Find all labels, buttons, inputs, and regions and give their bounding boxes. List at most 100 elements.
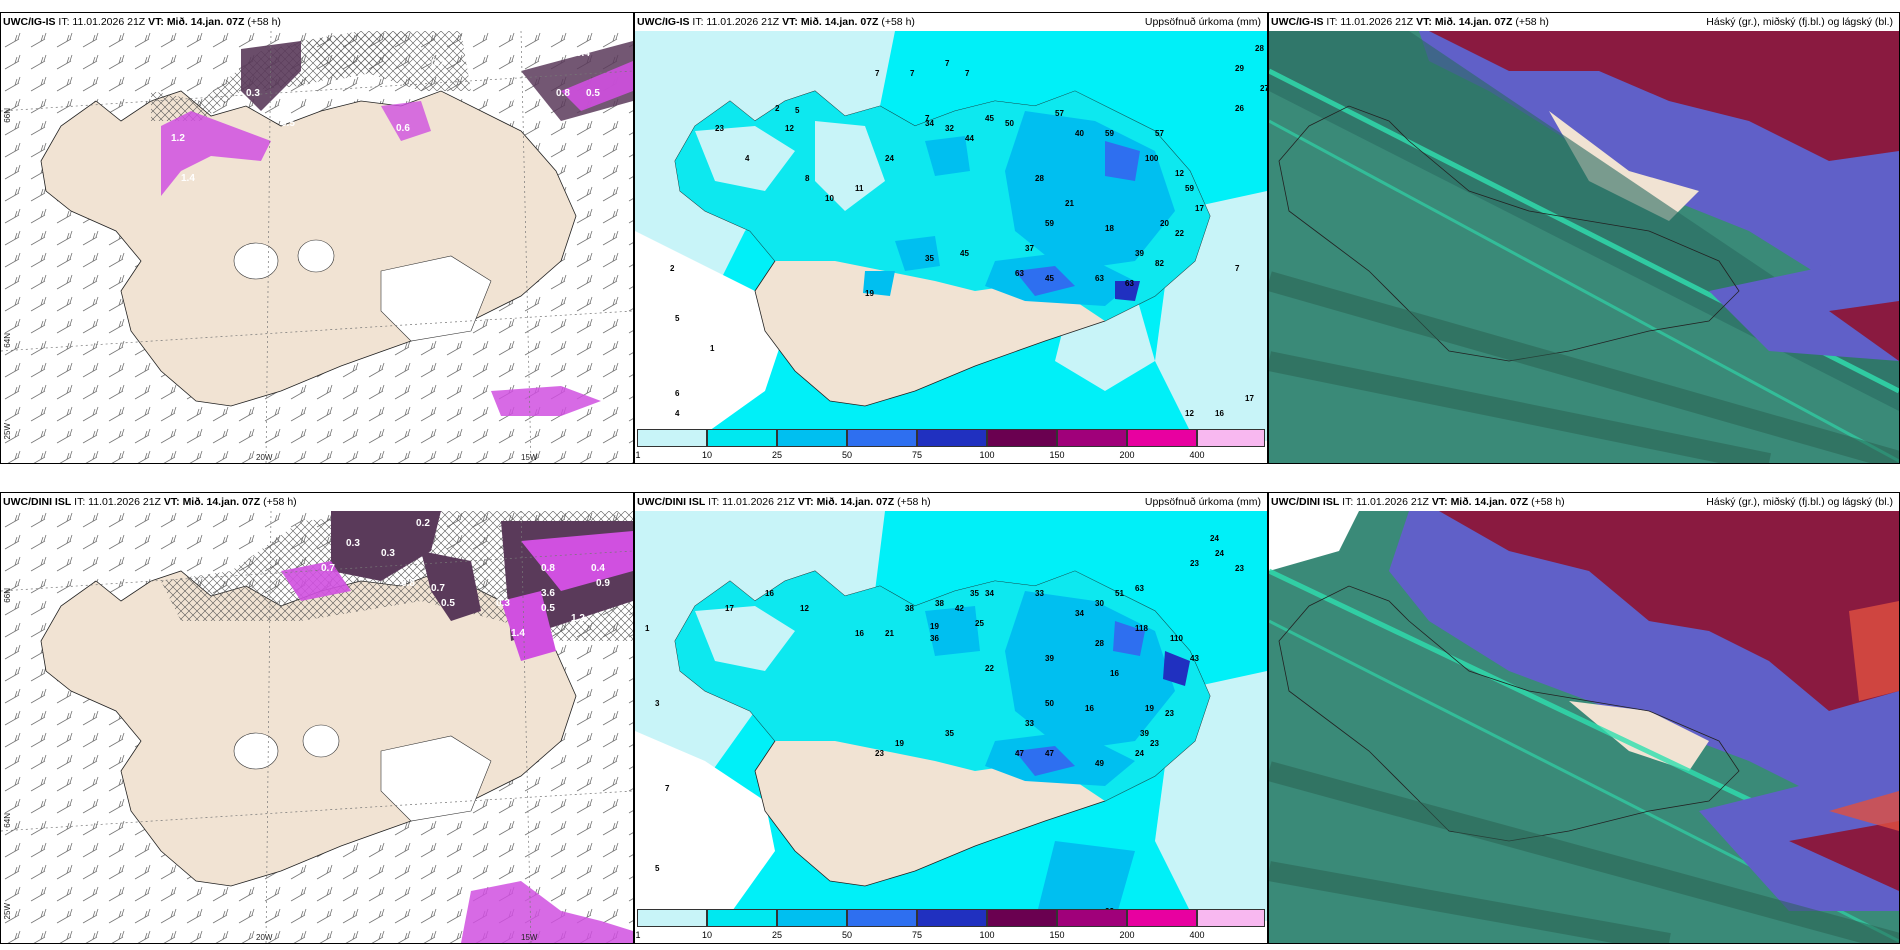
- svg-text:42: 42: [955, 604, 964, 613]
- model-name: UWC/DINI ISL: [637, 496, 706, 508]
- svg-text:40: 40: [1075, 129, 1084, 138]
- svg-text:43: 43: [1190, 654, 1199, 663]
- svg-text:23: 23: [1165, 709, 1174, 718]
- svg-text:36: 36: [930, 634, 939, 643]
- svg-text:0.5: 0.5: [541, 603, 555, 614]
- svg-text:34: 34: [925, 119, 934, 128]
- svg-text:1: 1: [645, 624, 650, 633]
- svg-text:35: 35: [945, 729, 954, 738]
- svg-text:45: 45: [960, 249, 969, 258]
- svg-text:8: 8: [805, 174, 810, 183]
- svg-text:0.9: 0.9: [501, 93, 515, 104]
- field-label: Háský (gr.), miðský (fj.bl.) og lágský (…: [1706, 16, 1893, 28]
- panel-title: UWC/IG-IS IT: 11.01.2026 21Z VT: Mið. 14…: [1, 13, 633, 31]
- colorbar-label: 25: [771, 450, 783, 460]
- svg-text:4: 4: [675, 409, 680, 418]
- lon-label-20w: 20W: [256, 933, 273, 942]
- svg-text:0.4: 0.4: [591, 563, 605, 574]
- lead-time: (+58 h): [881, 16, 915, 28]
- colorbar-label: 1: [635, 450, 641, 460]
- svg-text:24: 24: [885, 154, 894, 163]
- svg-text:0.8: 0.8: [401, 578, 415, 589]
- svg-text:0.7: 0.7: [431, 58, 445, 69]
- lead-time: (+58 h): [1531, 496, 1565, 508]
- svg-text:82: 82: [1155, 259, 1164, 268]
- wind-map: 0.3 0.5 0.4 0.5 0.9 0.8 1.2 1.4 0.6 0.7: [1, 31, 633, 463]
- field-label: Háský (gr.), miðský (fj.bl.) og lágský (…: [1706, 496, 1893, 508]
- lat-label-64n: 64N: [3, 813, 12, 828]
- svg-text:51: 51: [1115, 589, 1124, 598]
- valid-label: VT:: [782, 16, 798, 28]
- svg-text:24: 24: [1135, 749, 1144, 758]
- svg-text:57: 57: [1055, 109, 1064, 118]
- lon-label-25w: 25W: [3, 423, 12, 440]
- lead-time: (+58 h): [247, 16, 281, 28]
- svg-text:39: 39: [1135, 249, 1144, 258]
- panel-title: UWC/DINI ISL IT: 11.01.2026 21Z VT: Mið.…: [635, 493, 1267, 511]
- valid-time: Mið. 14.jan. 07Z: [166, 16, 245, 28]
- colorbar-label: 400: [1189, 450, 1205, 460]
- svg-text:24: 24: [1215, 549, 1224, 558]
- svg-text:38: 38: [935, 599, 944, 608]
- svg-text:7: 7: [875, 69, 880, 78]
- init-time: IT: 11.01.2026 21Z: [74, 496, 161, 508]
- svg-text:5: 5: [675, 314, 680, 323]
- colorbar-label: 10: [701, 930, 713, 940]
- colorbar-segment-8: [1127, 909, 1197, 927]
- svg-text:49: 49: [1095, 759, 1104, 768]
- colorbar-segment-5: [917, 429, 987, 447]
- lead-time: (+58 h): [897, 496, 931, 508]
- colorbar-label: 50: [841, 930, 853, 940]
- svg-text:28: 28: [1095, 639, 1104, 648]
- svg-text:5: 5: [795, 106, 800, 115]
- svg-text:0.4: 0.4: [576, 48, 590, 59]
- colorbar-segment-1: [637, 909, 707, 927]
- valid-time: Mið. 14.jan. 07Z: [800, 16, 879, 28]
- colorbar-label: 50: [841, 450, 853, 460]
- colorbar-segment-7: [1057, 909, 1127, 927]
- svg-text:3.6: 3.6: [541, 588, 555, 599]
- model-name: UWC/IG-IS: [637, 16, 690, 28]
- svg-text:21: 21: [1065, 199, 1074, 208]
- colorbar-label: 10: [701, 450, 713, 460]
- model-name: UWC/IG-IS: [3, 16, 56, 28]
- svg-text:45: 45: [985, 114, 994, 123]
- svg-text:0.6: 0.6: [396, 123, 410, 134]
- svg-text:39: 39: [1045, 654, 1054, 663]
- colorbar-label: 1: [635, 930, 641, 940]
- svg-text:26: 26: [1235, 104, 1244, 113]
- svg-text:28: 28: [1255, 44, 1264, 53]
- colorbar-segment-6: [987, 429, 1057, 447]
- colorbar-segment-3: [777, 429, 847, 447]
- svg-text:18: 18: [1105, 224, 1114, 233]
- lead-time: (+58 h): [1515, 16, 1549, 28]
- svg-text:3: 3: [655, 699, 660, 708]
- svg-text:25: 25: [975, 619, 984, 628]
- svg-text:19: 19: [1145, 704, 1154, 713]
- iceland-outline: [1278, 585, 1740, 842]
- panel-title: UWC/IG-IS IT: 11.01.2026 21Z VT: Mið. 14…: [635, 13, 1267, 31]
- panel-top-precip: UWC/IG-IS IT: 11.01.2026 21Z VT: Mið. 14…: [634, 12, 1268, 464]
- svg-text:2: 2: [670, 264, 675, 273]
- valid-label: VT:: [797, 496, 814, 508]
- svg-text:7: 7: [1235, 264, 1240, 273]
- colorbar-segment-9: [1197, 909, 1265, 927]
- svg-text:100: 100: [1145, 154, 1159, 163]
- panel-title: UWC/DINI ISL IT: 11.01.2026 21Z VT: Mið.…: [1269, 493, 1899, 511]
- colorbar-label: 150: [1049, 450, 1065, 460]
- colorbar-label: 75: [911, 930, 923, 940]
- colorbar-segment-2: [707, 909, 777, 927]
- svg-text:24: 24: [1210, 534, 1219, 543]
- svg-text:16: 16: [1110, 669, 1119, 678]
- svg-text:0.7: 0.7: [431, 583, 445, 594]
- svg-text:45: 45: [1045, 274, 1054, 283]
- colorbar: 1 10 25 50 75 100 150 200 400: [635, 909, 1267, 940]
- panel-top-cloud: UWC/IG-IS IT: 11.01.2026 21Z VT: Mið. 14…: [1268, 12, 1900, 464]
- svg-text:0.3: 0.3: [496, 598, 510, 609]
- svg-text:30: 30: [1095, 599, 1104, 608]
- svg-text:47: 47: [1015, 749, 1024, 758]
- svg-text:16: 16: [855, 629, 864, 638]
- colorbar-segment-7: [1057, 429, 1127, 447]
- svg-text:35: 35: [970, 589, 979, 598]
- lon-label-25w: 25W: [3, 903, 12, 920]
